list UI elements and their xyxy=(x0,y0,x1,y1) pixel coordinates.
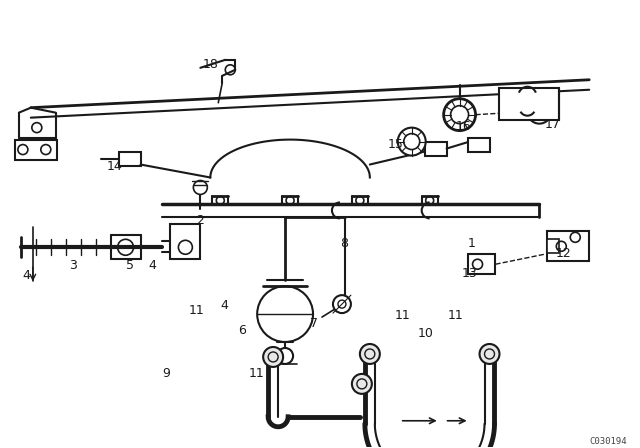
Text: 17: 17 xyxy=(545,118,560,131)
Circle shape xyxy=(333,295,351,313)
Bar xyxy=(468,138,490,151)
Text: 11: 11 xyxy=(395,309,410,322)
Circle shape xyxy=(444,99,476,131)
Bar xyxy=(547,239,559,253)
Text: 3: 3 xyxy=(68,259,77,272)
Text: 4: 4 xyxy=(23,269,31,282)
Text: 9: 9 xyxy=(163,367,170,380)
Text: 4: 4 xyxy=(220,299,228,312)
Text: 12: 12 xyxy=(556,247,571,260)
Bar xyxy=(15,140,57,159)
Text: 4: 4 xyxy=(148,259,156,272)
Circle shape xyxy=(352,374,372,394)
Bar xyxy=(425,142,447,155)
Circle shape xyxy=(277,348,293,364)
Text: 18: 18 xyxy=(202,58,218,71)
Circle shape xyxy=(193,181,207,194)
Bar xyxy=(547,231,589,261)
Text: 8: 8 xyxy=(340,237,348,250)
Text: 16: 16 xyxy=(456,120,471,133)
Bar xyxy=(118,151,141,165)
Text: C030194: C030194 xyxy=(589,437,627,446)
Circle shape xyxy=(32,123,42,133)
Text: 5: 5 xyxy=(125,259,134,272)
Text: 1: 1 xyxy=(468,237,476,250)
Text: 15: 15 xyxy=(388,138,404,151)
Text: 11: 11 xyxy=(248,367,264,380)
Bar xyxy=(499,88,559,120)
Text: 14: 14 xyxy=(107,159,122,172)
Circle shape xyxy=(360,344,380,364)
Text: 6: 6 xyxy=(238,324,246,337)
Text: 11: 11 xyxy=(447,309,463,322)
Text: 7: 7 xyxy=(310,317,318,330)
Text: 11: 11 xyxy=(188,304,204,317)
Text: 13: 13 xyxy=(461,267,477,280)
Text: 2: 2 xyxy=(196,215,204,228)
Circle shape xyxy=(527,100,551,124)
Circle shape xyxy=(398,128,426,155)
Bar xyxy=(468,254,495,274)
Text: 10: 10 xyxy=(418,327,433,340)
Circle shape xyxy=(263,347,283,367)
Bar xyxy=(170,224,200,259)
Circle shape xyxy=(479,344,499,364)
Circle shape xyxy=(257,286,313,342)
